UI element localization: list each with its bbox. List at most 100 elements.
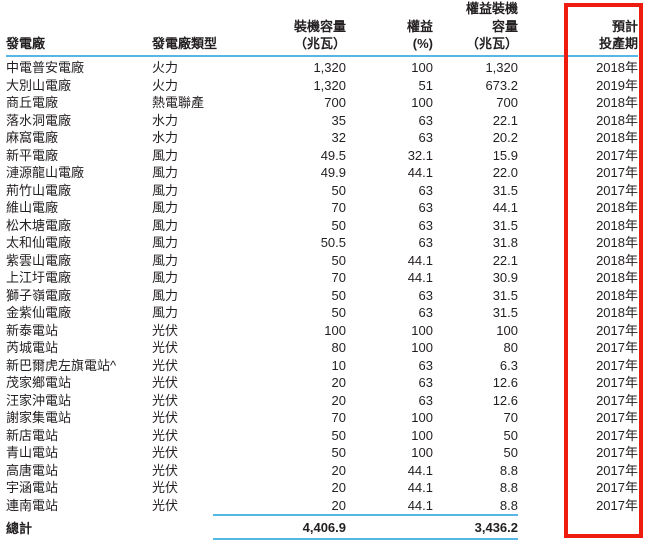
cell-type: 光伏 xyxy=(152,322,179,338)
cell-plant: 連南電站 xyxy=(6,497,59,513)
table-row: 荊竹山電廠 風力 50 63 31.5 2017年 xyxy=(6,182,638,200)
cell-equity-pct: 100 xyxy=(411,95,433,110)
cell-type: 風力 xyxy=(152,305,179,320)
cell-equity-capacity: 31.5 xyxy=(492,287,518,303)
cell-plant: 青山電站 xyxy=(6,445,59,460)
cell-type: 火力 xyxy=(152,60,179,75)
cell-capacity: 50 xyxy=(331,427,346,443)
cell-expected-date: 2018年 xyxy=(596,130,638,145)
cell-type: 光伏 xyxy=(152,427,179,443)
cell-expected-date: 2017年 xyxy=(596,165,638,180)
table-row: 芮城電站 光伏 80 100 80 2017年 xyxy=(6,339,638,357)
cell-plant: 麻窩電廠 xyxy=(6,130,59,145)
table-row: 中電普安電廠 火力 1,320 100 1,320 2018年 xyxy=(6,59,638,77)
cell-equity-pct: 100 xyxy=(411,427,433,443)
cell-equity-capacity: 31.5 xyxy=(492,182,518,198)
table-row: 麻窩電廠 水力 32 63 20.2 2018年 xyxy=(6,129,638,147)
cell-expected-date: 2018年 xyxy=(596,217,638,233)
cell-equity-capacity: 8.8 xyxy=(499,462,518,478)
cell-equity-pct: 44.1 xyxy=(407,165,433,180)
cell-equity-capacity: 22.0 xyxy=(492,165,518,180)
cell-equity-pct: 100 xyxy=(411,445,433,460)
table-row: 高唐電站 光伏 20 44.1 8.8 2017年 xyxy=(6,462,638,480)
cell-expected-date: 2018年 xyxy=(596,305,638,320)
cell-expected-date: 2018年 xyxy=(596,252,638,268)
cell-type: 光伏 xyxy=(152,375,179,390)
cell-equity-capacity: 80 xyxy=(503,340,518,355)
cell-equity-pct: 44.1 xyxy=(407,252,433,268)
cell-equity-pct: 100 xyxy=(411,340,433,355)
cell-equity-pct: 32.1 xyxy=(407,147,433,163)
cell-equity-capacity: 100 xyxy=(496,322,518,338)
cell-equity-capacity: 50 xyxy=(503,445,518,460)
cell-plant: 芮城電站 xyxy=(6,340,59,355)
cell-equity-pct: 44.1 xyxy=(407,270,433,285)
cell-equity-pct: 63 xyxy=(418,235,433,250)
table-row: 新泰電站 光伏 100 100 100 2017年 xyxy=(6,322,638,340)
cell-expected-date: 2017年 xyxy=(596,427,638,443)
cell-capacity: 50 xyxy=(331,305,346,320)
total-label: 總計 xyxy=(6,520,33,536)
column-header-equity-pct: 權益 (%) xyxy=(406,18,433,52)
cell-plant: 上江圩電廠 xyxy=(6,270,72,285)
cell-type: 光伏 xyxy=(152,462,179,478)
cell-expected-date: 2017年 xyxy=(596,392,638,408)
table-row: 新店電站 光伏 50 100 50 2017年 xyxy=(6,427,638,445)
cell-equity-capacity: 15.9 xyxy=(492,147,518,163)
table-row: 落水洞電廠 水力 35 63 22.1 2018年 xyxy=(6,112,638,130)
cell-equity-pct: 63 xyxy=(418,182,433,198)
cell-equity-capacity: 30.9 xyxy=(492,270,518,285)
cell-capacity: 1,320 xyxy=(313,60,346,75)
cell-capacity: 50.5 xyxy=(320,235,346,250)
cell-equity-capacity: 31.5 xyxy=(492,305,518,320)
table-row: 汪家沖電站 光伏 20 63 12.6 2017年 xyxy=(6,392,638,410)
cell-capacity: 1,320 xyxy=(313,77,346,93)
cell-capacity: 50 xyxy=(331,252,346,268)
total-equity-capacity: 3,436.2 xyxy=(474,519,518,535)
cell-expected-date: 2017年 xyxy=(596,182,638,198)
cell-equity-pct: 63 xyxy=(418,130,433,145)
table-row: 商丘電廠 熱電聯產 700 100 700 2018年 xyxy=(6,94,638,112)
cell-type: 光伏 xyxy=(152,340,179,355)
total-rule-bottom xyxy=(213,538,518,540)
cell-type: 水力 xyxy=(152,112,179,128)
table-row: 宇涵電站 光伏 20 44.1 8.8 2017年 xyxy=(6,479,638,497)
table-row: 新巴爾虎左旗電站^ 光伏 10 63 6.3 2017年 xyxy=(6,357,638,375)
cell-equity-capacity: 700 xyxy=(496,95,518,110)
cell-type: 光伏 xyxy=(152,357,179,373)
cell-plant: 金紫仙電廠 xyxy=(6,305,72,320)
cell-expected-date: 2018年 xyxy=(596,60,638,75)
cell-expected-date: 2018年 xyxy=(596,200,638,215)
table-row: 維山電廠 風力 70 63 44.1 2018年 xyxy=(6,199,638,217)
cell-type: 風力 xyxy=(152,217,179,233)
cell-plant: 紫雲山電廠 xyxy=(6,252,72,268)
cell-equity-capacity: 20.2 xyxy=(492,130,518,145)
cell-expected-date: 2017年 xyxy=(596,480,638,495)
cell-equity-capacity: 8.8 xyxy=(499,480,518,495)
column-header-capacity: 裝機容量 （兆瓦） xyxy=(293,18,346,52)
cell-equity-capacity: 1,320 xyxy=(485,60,518,75)
table-row: 謝家集電站 光伏 70 100 70 2017年 xyxy=(6,409,638,427)
cell-equity-pct: 44.1 xyxy=(407,497,433,513)
cell-capacity: 35 xyxy=(331,112,346,128)
cell-equity-pct: 44.1 xyxy=(407,462,433,478)
cell-capacity: 50 xyxy=(331,287,346,303)
cell-equity-pct: 63 xyxy=(418,287,433,303)
cell-capacity: 20 xyxy=(331,375,346,390)
cell-capacity: 50 xyxy=(331,182,346,198)
cell-type: 光伏 xyxy=(152,480,179,495)
cell-expected-date: 2017年 xyxy=(596,340,638,355)
cell-equity-capacity: 50 xyxy=(503,427,518,443)
cell-capacity: 49.9 xyxy=(320,165,346,180)
cell-type: 風力 xyxy=(152,182,179,198)
cell-expected-date: 2017年 xyxy=(596,462,638,478)
cell-equity-capacity: 31.5 xyxy=(492,217,518,233)
cell-capacity: 700 xyxy=(324,95,346,110)
column-header-equity-capacity: 權益裝機 容量 （兆瓦） xyxy=(465,1,518,51)
table-row: 漣源龍山電廠 風力 49.9 44.1 22.0 2017年 xyxy=(6,164,638,182)
cell-equity-pct: 63 xyxy=(418,392,433,408)
cell-equity-pct: 100 xyxy=(411,322,433,338)
cell-equity-pct: 51 xyxy=(418,77,433,93)
cell-equity-capacity: 31.8 xyxy=(492,235,518,250)
cell-equity-capacity: 22.1 xyxy=(492,252,518,268)
